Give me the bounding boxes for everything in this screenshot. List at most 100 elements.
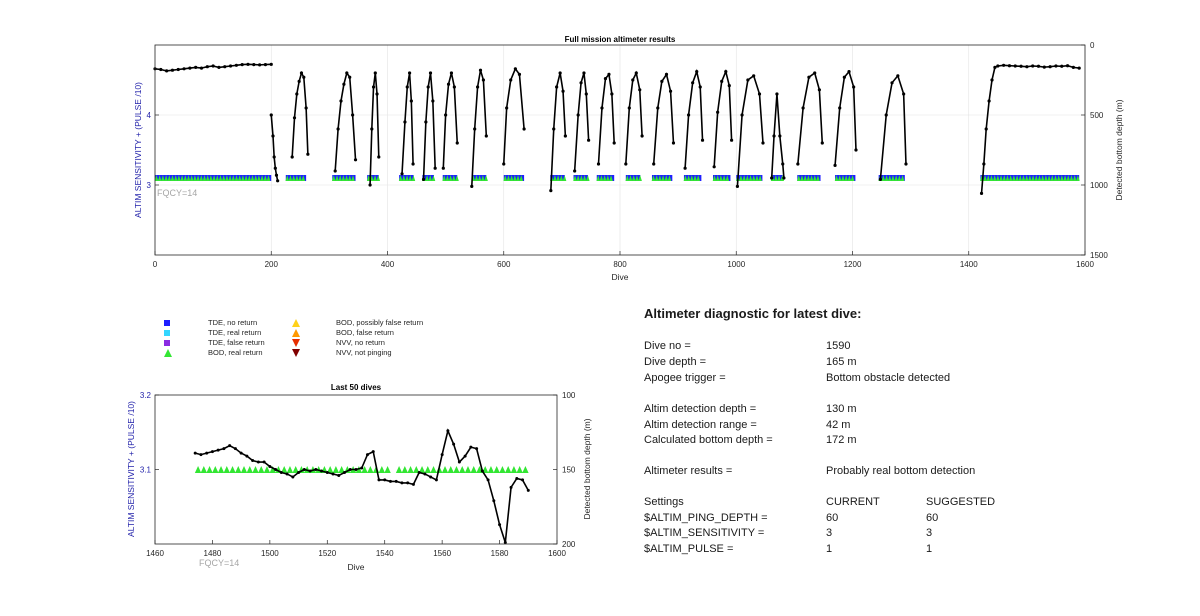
depth-point bbox=[252, 63, 256, 67]
depth-point bbox=[1002, 63, 1006, 67]
depth-point bbox=[473, 127, 477, 131]
bod-real-return-marker bbox=[292, 466, 299, 473]
bod-real-return-marker bbox=[326, 466, 334, 473]
settings-label: $ALTIM_PULSE = bbox=[644, 543, 734, 555]
legend-label: NVV, not pinging bbox=[336, 348, 392, 357]
depth-point bbox=[233, 447, 237, 451]
bod-real-return-marker bbox=[1056, 175, 1061, 181]
bod-real-return-marker bbox=[1012, 175, 1016, 181]
bod-real-return-marker bbox=[1050, 175, 1055, 181]
depth-line bbox=[597, 72, 615, 165]
diagnostic-value: 42 m bbox=[826, 419, 851, 431]
depth-point bbox=[251, 459, 255, 463]
depth-point bbox=[772, 134, 776, 138]
depth-line bbox=[194, 428, 529, 543]
bod-real-return-marker bbox=[715, 175, 720, 181]
bod-real-return-marker bbox=[745, 175, 750, 181]
depth-point bbox=[424, 120, 428, 124]
depth-point bbox=[295, 92, 299, 96]
depth-point bbox=[813, 71, 817, 75]
depth-point bbox=[400, 172, 404, 176]
depth-point bbox=[348, 468, 352, 471]
depth-point bbox=[526, 488, 530, 492]
depth-line bbox=[652, 72, 675, 165]
depth-point bbox=[371, 85, 376, 89]
depth-point bbox=[558, 71, 562, 75]
bod-real-return-marker bbox=[291, 175, 296, 181]
tde-no-return-band bbox=[422, 175, 434, 181]
depth-point bbox=[449, 71, 454, 75]
depth-point bbox=[276, 179, 280, 183]
depth-point bbox=[990, 78, 994, 82]
depth-point bbox=[1042, 65, 1046, 69]
depth-point bbox=[770, 176, 774, 180]
depth-point bbox=[411, 162, 415, 166]
x-tick-label: 0 bbox=[153, 260, 158, 269]
depth-point bbox=[339, 99, 343, 103]
bod-real-return-marker bbox=[739, 175, 743, 181]
bod-real-return-marker bbox=[373, 175, 377, 181]
diagnostic-value: Probably real bottom detection bbox=[826, 465, 976, 477]
bod-real-return-marker bbox=[1034, 175, 1039, 181]
depth-point bbox=[199, 66, 204, 70]
diagnostic-label: Altimeter results = bbox=[644, 465, 733, 477]
x-tick-label: 1200 bbox=[844, 260, 862, 269]
depth-point bbox=[896, 74, 900, 78]
bod-real-return-marker bbox=[225, 175, 229, 181]
bod-real-return-marker bbox=[408, 175, 413, 181]
depth-point bbox=[217, 65, 221, 69]
bod-real-return-marker bbox=[751, 175, 756, 181]
bod-real-return-marker bbox=[229, 466, 236, 473]
bod-real-return-marker bbox=[180, 175, 184, 181]
depth-point bbox=[302, 75, 306, 79]
depth-point bbox=[700, 138, 705, 142]
legend-square-marker bbox=[164, 340, 170, 346]
tde-no-return-band bbox=[285, 175, 307, 181]
depth-point bbox=[406, 481, 410, 485]
depth-point bbox=[211, 64, 215, 68]
bod-real-return-marker bbox=[453, 466, 460, 473]
depth-point bbox=[433, 166, 437, 170]
bod-real-return-marker bbox=[1002, 175, 1007, 181]
settings-suggested-value: 3 bbox=[926, 527, 933, 539]
bod-real-return-marker bbox=[215, 175, 220, 181]
bod-real-return-marker bbox=[442, 175, 447, 181]
diagnostic-label: Dive depth = bbox=[644, 356, 707, 368]
depth-line bbox=[334, 71, 357, 172]
last-50-dives-xlabel: Dive bbox=[347, 562, 364, 572]
bod-real-return-marker bbox=[881, 175, 886, 181]
legend-triangle-up-marker bbox=[292, 319, 300, 327]
depth-point bbox=[428, 71, 433, 75]
depth-point bbox=[193, 451, 197, 455]
depth-point bbox=[452, 442, 456, 446]
depth-point bbox=[481, 78, 486, 82]
depth-line bbox=[369, 72, 380, 186]
bod-real-return-marker bbox=[200, 466, 208, 473]
bod-real-return-marker bbox=[164, 175, 168, 181]
bod-real-return-marker bbox=[223, 466, 230, 473]
depth-line bbox=[980, 64, 1080, 194]
settings-suggested-value: 60 bbox=[926, 512, 939, 524]
depth-point bbox=[979, 191, 984, 195]
bod-real-return-marker bbox=[841, 175, 845, 181]
settings-current-value: 3 bbox=[826, 527, 833, 539]
depth-point bbox=[573, 169, 577, 173]
depth-line bbox=[684, 68, 704, 169]
depth-point bbox=[431, 99, 435, 103]
bod-real-return-marker bbox=[401, 466, 409, 473]
bod-real-return-marker bbox=[470, 466, 477, 473]
x-tick-label: 1460 bbox=[146, 549, 164, 558]
bod-real-return-marker bbox=[513, 175, 517, 181]
bod-real-return-marker bbox=[1063, 175, 1067, 181]
bod-real-return-marker bbox=[459, 466, 466, 473]
full-mission-y2label: Detected bottom depth (m) bbox=[1114, 99, 1124, 200]
depth-point bbox=[269, 62, 273, 66]
depth-point bbox=[290, 155, 294, 159]
depth-point bbox=[423, 472, 427, 476]
bod-real-return-marker bbox=[235, 466, 242, 473]
depth-point bbox=[409, 99, 413, 103]
bod-real-return-marker bbox=[205, 175, 210, 181]
bod-real-return-marker bbox=[1008, 175, 1013, 181]
y2-tick-label: 100 bbox=[562, 391, 576, 400]
depth-point bbox=[668, 89, 673, 93]
